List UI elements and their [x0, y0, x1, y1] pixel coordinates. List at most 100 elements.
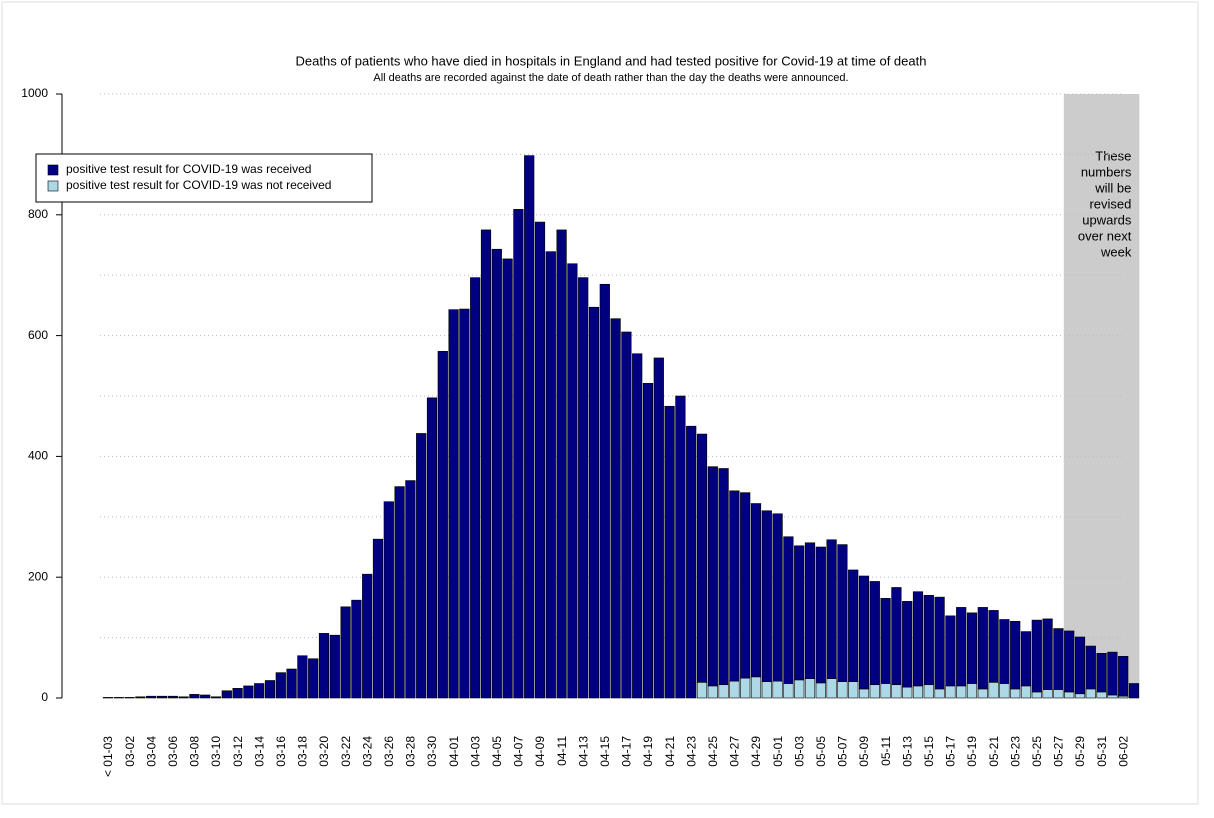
bar-segment	[945, 685, 956, 699]
bar-segment	[966, 683, 978, 699]
bar-segment	[1010, 620, 1021, 690]
bar-segment	[642, 383, 654, 699]
bar-segment	[696, 433, 708, 683]
legend-box	[35, 153, 373, 203]
x-tick-label: 03-24	[360, 736, 374, 767]
x-tick-label: 03-26	[382, 736, 396, 767]
legend-label: positive test result for COVID-19 was re…	[66, 162, 311, 176]
bar-segment	[686, 425, 697, 699]
bar-segment	[718, 468, 729, 686]
bar-segment	[1074, 636, 1086, 695]
bar-segment	[804, 542, 816, 679]
bar-segment	[437, 351, 448, 699]
bar-segment	[1064, 630, 1075, 693]
bar-segment	[815, 682, 826, 699]
bar-segment	[988, 681, 999, 699]
bar-segment	[621, 331, 632, 699]
bar-segment	[264, 680, 276, 699]
bar-segment	[891, 684, 902, 699]
bar-segment	[837, 681, 848, 699]
bar-segment	[858, 575, 870, 690]
bar-segment	[718, 684, 729, 699]
bar-segment	[534, 221, 546, 699]
bar-segment	[156, 695, 168, 699]
y-tick-label: 600	[28, 328, 48, 342]
bar-segment	[956, 607, 967, 687]
bar-segment	[480, 229, 492, 699]
x-tick-label: 03-10	[209, 736, 223, 767]
bar-segment	[988, 610, 999, 683]
bar-segment	[318, 633, 330, 699]
bar-segment	[966, 612, 978, 684]
bar-segment	[869, 684, 880, 699]
y-tick-label: 200	[28, 569, 48, 583]
bar-segment	[707, 685, 718, 699]
bar-segment	[372, 538, 384, 699]
bar-segment	[675, 395, 686, 699]
bar-segment	[426, 397, 438, 699]
chart-title: Deaths of patients who have died in hosp…	[296, 53, 927, 68]
bar-segment	[459, 308, 470, 699]
bar-segment	[945, 615, 956, 687]
bar-segment	[1074, 693, 1086, 699]
bar-segment	[1107, 694, 1118, 699]
bar-segment	[1053, 689, 1064, 699]
y-tick-label: 800	[28, 207, 48, 221]
x-tick-label: 05-09	[857, 736, 871, 767]
x-tick-label: 04-19	[641, 736, 655, 767]
x-tick-label: 03-04	[144, 736, 158, 767]
bar-segment	[1128, 683, 1140, 699]
x-tick-label: 05-29	[1073, 736, 1087, 767]
bar-segment	[729, 490, 740, 682]
bar-segment	[977, 688, 988, 699]
bar-segment	[880, 683, 891, 699]
bar-segment	[221, 690, 232, 699]
bar-segment	[848, 681, 859, 699]
bar-segment	[912, 685, 924, 699]
bar-segment	[362, 573, 373, 699]
bar-segment	[999, 683, 1010, 699]
x-tick-label: 05-25	[1030, 736, 1044, 767]
bar-segment	[599, 283, 610, 699]
x-tick-label: 04-23	[684, 736, 698, 767]
bar-segment	[308, 658, 319, 699]
bar-segment	[1085, 645, 1096, 690]
bar-segment	[1085, 688, 1096, 699]
x-tick-label: 05-21	[987, 736, 1001, 767]
x-tick-label: 05-11	[879, 736, 893, 766]
x-tick-label: 05-03	[792, 736, 806, 767]
x-tick-label: 05-05	[814, 736, 828, 767]
bar-segment	[837, 544, 848, 682]
bar-segment	[351, 599, 362, 699]
bar-segment	[340, 606, 351, 699]
bar-segment	[794, 679, 805, 699]
x-tick-label: 03-22	[339, 736, 353, 767]
x-tick-label: 03-30	[425, 736, 439, 767]
x-tick-label: 04-11	[555, 736, 569, 766]
bar-segment	[783, 536, 794, 684]
bar-segment	[578, 277, 589, 699]
annotation: revised	[1089, 196, 1131, 211]
bar-segment	[178, 696, 189, 699]
bar-segment	[1010, 688, 1021, 699]
x-tick-label: 05-31	[1095, 736, 1109, 767]
bar-segment	[1096, 653, 1107, 693]
bar-segment	[902, 601, 913, 688]
bar-segment	[750, 676, 762, 699]
bar-segment	[1118, 656, 1129, 697]
y-tick-label: 400	[28, 449, 48, 463]
x-tick-label: 06-02	[1116, 736, 1130, 767]
bar-segment	[329, 634, 340, 699]
bar-segment	[448, 309, 459, 699]
bar-segment	[1020, 685, 1032, 699]
bar-segment	[804, 678, 816, 699]
bar-segment	[502, 258, 513, 699]
x-tick-label: 05-15	[922, 736, 936, 767]
bar-segment	[416, 433, 427, 699]
x-tick-label: 03-20	[317, 736, 331, 767]
x-tick-label: 04-27	[728, 736, 742, 767]
bar-segment	[200, 694, 211, 699]
x-tick-label: 03-16	[274, 736, 288, 767]
bar-segment	[934, 688, 945, 699]
bar-segment	[286, 668, 297, 699]
